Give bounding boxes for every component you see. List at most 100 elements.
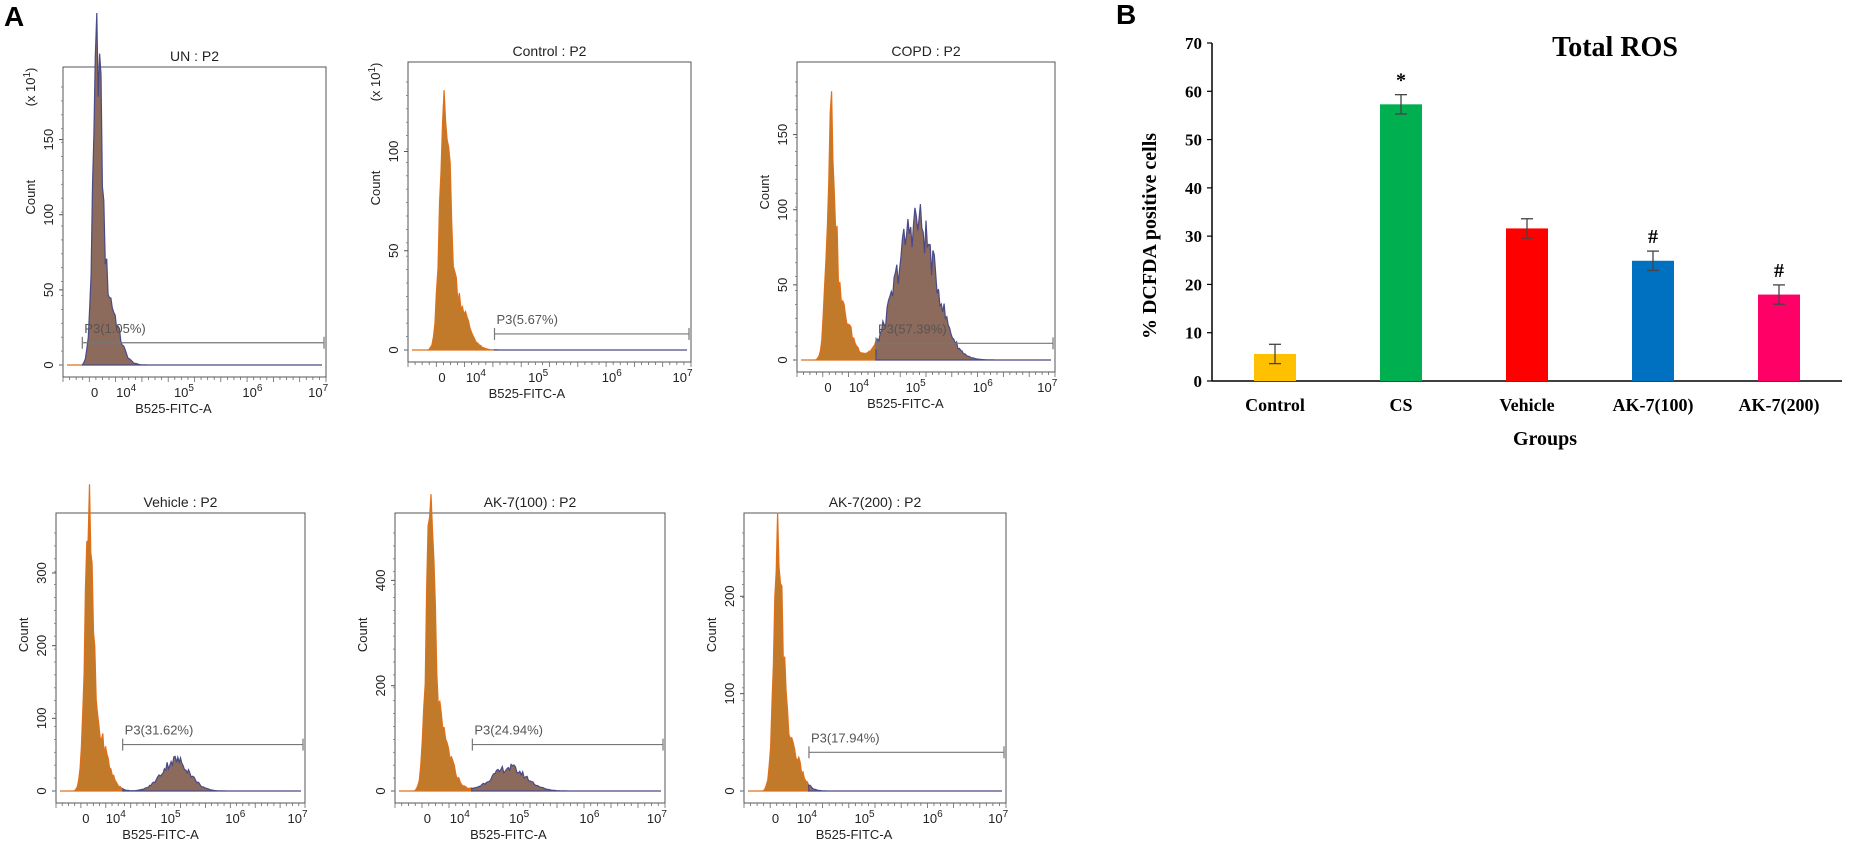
bar-ak-7-100- bbox=[1632, 260, 1674, 381]
x-axis-label: B525-FITC-A bbox=[867, 396, 944, 411]
bar-y-tick-label: 40 bbox=[1185, 179, 1202, 198]
histogram-panels: UN : P2 P3(1.05%) 0 50 100 150 Count (x 101) 0 10… bbox=[16, 12, 1058, 842]
bar-category-label: Vehicle bbox=[1499, 395, 1554, 415]
bar-category-label: AK-7(100) bbox=[1613, 395, 1694, 416]
bar-y-tick-label: 30 bbox=[1185, 227, 1202, 246]
x-tick-label: 106 bbox=[242, 383, 262, 400]
x-tick-label: 106 bbox=[579, 809, 599, 826]
histogram-ungated-area bbox=[399, 494, 473, 792]
bar-category-label: AK-7(200) bbox=[1739, 395, 1820, 416]
y-axis-multiplier: (x 101) bbox=[367, 63, 383, 102]
histogram-gated-area bbox=[808, 784, 1002, 792]
histogram-title: Vehicle : P2 bbox=[144, 494, 218, 510]
y-tick-label: 0 bbox=[41, 361, 56, 368]
gate-label: P3(17.94%) bbox=[811, 730, 880, 745]
y-tick-label: 50 bbox=[386, 244, 401, 258]
total-ros-bar-chart: Total ROS Groups % DCFDA positive cells … bbox=[1139, 32, 1842, 450]
gate-label: P3(1.05%) bbox=[84, 321, 145, 336]
x-tick-label: 107 bbox=[1037, 378, 1057, 395]
x-tick-label: 106 bbox=[923, 809, 943, 826]
y-axis-label: Count bbox=[757, 174, 772, 209]
x-tick-label: 105 bbox=[161, 809, 181, 826]
bar-vehicle bbox=[1506, 228, 1548, 381]
histogram-ungated-area bbox=[60, 484, 124, 792]
x-tick-label: 0 bbox=[824, 380, 831, 395]
x-tick-label: 104 bbox=[116, 383, 136, 400]
x-tick-label: 107 bbox=[672, 368, 692, 385]
x-tick-label: 104 bbox=[450, 809, 470, 826]
x-tick-label: 105 bbox=[528, 368, 548, 385]
histogram-gated-area bbox=[471, 763, 661, 792]
y-tick-label: 100 bbox=[41, 204, 56, 226]
x-axis-label: B525-FITC-A bbox=[135, 401, 212, 416]
x-tick-label: 105 bbox=[855, 809, 875, 826]
y-tick-label: 50 bbox=[41, 283, 56, 297]
bar-y-tick-label: 10 bbox=[1185, 324, 1202, 343]
y-tick-label: 0 bbox=[373, 787, 388, 794]
histogram-title: AK-7(100) : P2 bbox=[484, 494, 577, 510]
gate-label: P3(24.94%) bbox=[474, 723, 543, 738]
x-tick-label: 105 bbox=[906, 378, 926, 395]
y-axis-label: Count bbox=[23, 179, 38, 214]
y-tick-label: 100 bbox=[34, 707, 49, 729]
histogram-ungated-area bbox=[412, 90, 496, 351]
x-tick-label: 107 bbox=[988, 809, 1008, 826]
x-tick-label: 0 bbox=[438, 370, 445, 385]
y-axis-multiplier: (x 101) bbox=[22, 68, 38, 107]
y-tick-label: 200 bbox=[34, 635, 49, 657]
bar-ak-7-200- bbox=[1758, 294, 1800, 381]
x-tick-label: 105 bbox=[509, 809, 529, 826]
y-axis-label: Count bbox=[16, 617, 31, 652]
y-tick-label: 400 bbox=[373, 570, 388, 592]
y-axis-label: Count bbox=[704, 617, 719, 652]
y-tick-label: 200 bbox=[373, 675, 388, 697]
y-tick-label: 0 bbox=[386, 346, 401, 353]
y-tick-label: 100 bbox=[775, 199, 790, 221]
x-tick-label: 0 bbox=[424, 811, 431, 826]
gate-label: P3(31.62%) bbox=[125, 723, 194, 738]
y-tick-label: 100 bbox=[386, 141, 401, 163]
significance-marker: # bbox=[1648, 226, 1658, 248]
x-tick-label: 0 bbox=[772, 811, 779, 826]
y-tick-label: 150 bbox=[775, 124, 790, 146]
x-tick-label: 107 bbox=[288, 809, 308, 826]
panel-label-b: B bbox=[1116, 0, 1136, 30]
bar-y-tick-label: 20 bbox=[1185, 275, 1202, 294]
x-axis-label: B525-FITC-A bbox=[816, 827, 893, 842]
y-tick-label: 150 bbox=[41, 129, 56, 151]
x-axis-label: B525-FITC-A bbox=[470, 827, 547, 842]
histogram-ungated-area bbox=[801, 91, 877, 361]
bar-y-tick-label: 50 bbox=[1185, 131, 1202, 150]
bar-y-tick-label: 70 bbox=[1185, 34, 1202, 53]
histogram-4: Vehicle : P2 P3(31.62%) 0 100 200 300 Count 0 10… bbox=[16, 484, 308, 842]
y-tick-label: 300 bbox=[34, 562, 49, 584]
panel-label-a: A bbox=[4, 1, 24, 32]
histogram-1: UN : P2 P3(1.05%) 0 50 100 150 Count (x 101) 0 10… bbox=[22, 12, 329, 416]
gate-label: P3(5.67%) bbox=[497, 312, 558, 327]
histogram-gated-area bbox=[122, 754, 301, 792]
x-tick-label: 104 bbox=[466, 368, 486, 385]
histogram-title: COPD : P2 bbox=[891, 43, 960, 59]
histogram-title: Control : P2 bbox=[513, 43, 587, 59]
x-tick-label: 104 bbox=[849, 378, 869, 395]
y-tick-label: 200 bbox=[722, 585, 737, 607]
histogram-title: UN : P2 bbox=[170, 48, 219, 64]
gate-label: P3(57.39%) bbox=[878, 321, 947, 336]
y-axis-label: Count bbox=[368, 170, 383, 205]
bar-y-tick-label: 0 bbox=[1194, 372, 1203, 391]
y-tick-label: 0 bbox=[775, 356, 790, 363]
x-tick-label: 105 bbox=[174, 383, 194, 400]
y-axis-label: Count bbox=[355, 617, 370, 652]
x-tick-label: 104 bbox=[797, 809, 817, 826]
x-tick-label: 106 bbox=[602, 368, 622, 385]
y-tick-label: 50 bbox=[775, 278, 790, 292]
x-tick-label: 104 bbox=[106, 809, 126, 826]
x-axis-label: B525-FITC-A bbox=[122, 827, 199, 842]
x-axis-label: B525-FITC-A bbox=[489, 386, 566, 401]
x-tick-label: 107 bbox=[647, 809, 667, 826]
significance-marker: * bbox=[1396, 70, 1406, 92]
y-tick-label: 0 bbox=[34, 787, 49, 794]
